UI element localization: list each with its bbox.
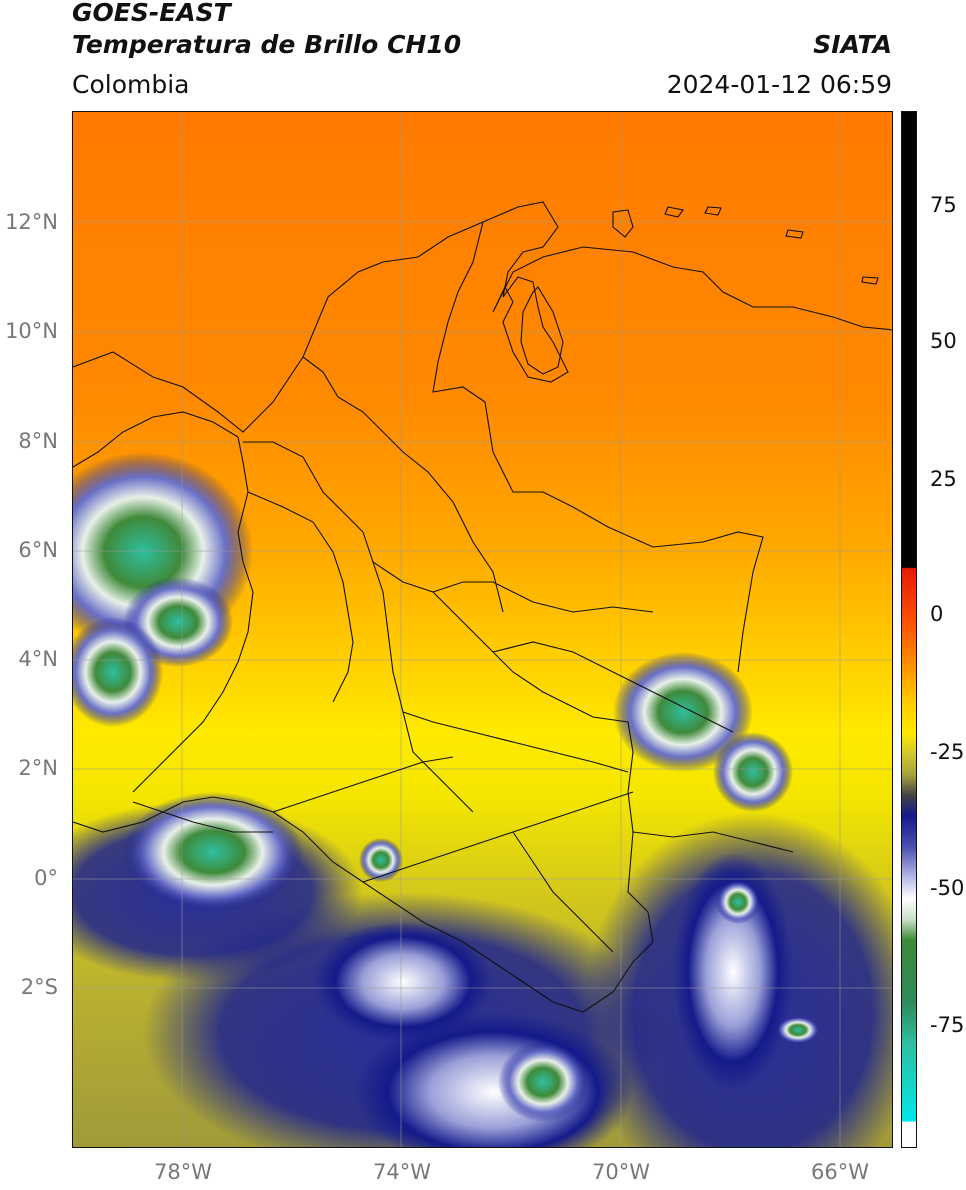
lon-label-74w: 74°W (373, 1160, 431, 1184)
colorbar (901, 111, 917, 1148)
colorbar-gradient (902, 112, 916, 1147)
lon-label-70w: 70°W (592, 1160, 650, 1184)
lat-label-4n: 4°N (18, 647, 58, 671)
map-imagery (73, 112, 892, 1147)
colorbar-tick-minus50: -50 (930, 876, 965, 900)
lat-label-10n: 10°N (5, 319, 58, 343)
lat-label-8n: 8°N (18, 429, 58, 453)
lon-label-66w: 66°W (811, 1160, 869, 1184)
satellite-map (72, 111, 893, 1148)
lon-label-78w: 78°W (154, 1160, 212, 1184)
cloud-masses (73, 452, 892, 1147)
lat-label-0: 0° (34, 866, 58, 890)
timestamp: 2024-01-12 06:59 (666, 70, 892, 99)
lat-label-2n: 2°N (18, 756, 58, 780)
satellite-title: GOES-EAST (72, 0, 231, 27)
borders (73, 201, 892, 1013)
agency-label: SIATA (813, 30, 892, 59)
lat-label-6n: 6°N (18, 538, 58, 562)
colorbar-tick-minus75: -75 (930, 1013, 965, 1037)
product-title: Temperatura de Brillo CH10 (72, 30, 462, 59)
colorbar-tick-25: 25 (930, 467, 957, 491)
colorbar-tick-75: 75 (930, 193, 957, 217)
colorbar-tick-minus25: -25 (930, 740, 965, 764)
colorbar-tick-50: 50 (930, 329, 957, 353)
colorbar-tick-0: 0 (930, 602, 944, 626)
lat-label-12n: 12°N (5, 210, 58, 234)
lat-label-2s: 2°S (20, 975, 58, 999)
region-label: Colombia (72, 70, 190, 99)
